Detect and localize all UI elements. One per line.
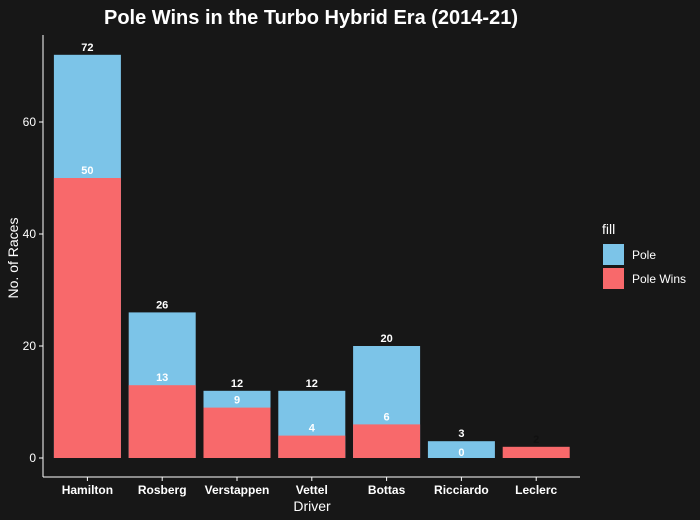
x-tick-label-vettel: Vettel bbox=[296, 483, 328, 497]
y-tick-label-40: 40 bbox=[23, 227, 37, 241]
legend-label-pole-wins: Pole Wins bbox=[632, 272, 686, 286]
data-label-pole-hamilton: 72 bbox=[81, 42, 93, 54]
chart-title: Pole Wins in the Turbo Hybrid Era (2014-… bbox=[104, 7, 518, 29]
data-label-pole-wins-bottas: 6 bbox=[384, 411, 390, 423]
data-label-pole-wins-rosberg: 13 bbox=[156, 372, 168, 384]
bar-pole-wins-rosberg bbox=[128, 385, 196, 458]
data-label-pole-wins-hamilton: 50 bbox=[81, 165, 93, 177]
x-tick-label-hamilton: Hamilton bbox=[62, 483, 113, 497]
x-tick-label-verstappen: Verstappen bbox=[205, 483, 270, 497]
x-tick-label-rosberg: Rosberg bbox=[138, 483, 187, 497]
x-tick-label-bottas: Bottas bbox=[368, 483, 406, 497]
x-tick-label-leclerc: Leclerc bbox=[515, 483, 557, 497]
data-label-pole-verstappen: 12 bbox=[231, 378, 243, 390]
x-ticks: Hamilton Rosberg Verstappen Vettel Bottas Ric… bbox=[62, 477, 558, 497]
bar-pole-wins-leclerc bbox=[502, 446, 570, 458]
legend-label-pole: Pole bbox=[632, 248, 656, 262]
data-label-pole-wins-leclerc: 2 bbox=[533, 434, 539, 446]
y-ticks: 0 20 40 60 bbox=[23, 115, 43, 465]
bars-layer: 72 50 26 13 12 9 12 4 20 6 3 0 2 bbox=[53, 42, 570, 459]
x-tick-label-ricciardo: Ricciardo bbox=[434, 483, 489, 497]
data-label-pole-bottas: 20 bbox=[380, 333, 392, 345]
legend-title: fill bbox=[602, 221, 615, 237]
bar-pole-wins-verstappen bbox=[203, 407, 271, 458]
bar-pole-wins-bottas bbox=[353, 424, 421, 458]
data-label-pole-ricciardo: 3 bbox=[458, 428, 464, 440]
y-axis-title: No. of Races bbox=[5, 218, 21, 299]
bar-pole-wins-hamilton bbox=[53, 178, 121, 458]
y-tick-label-20: 20 bbox=[23, 339, 37, 353]
data-label-pole-rosberg: 26 bbox=[156, 299, 168, 311]
data-label-pole-wins-vettel: 4 bbox=[309, 423, 316, 435]
bar-pole-ricciardo bbox=[427, 441, 495, 458]
legend-key-pole-wins bbox=[603, 268, 624, 289]
data-label-pole-vettel: 12 bbox=[306, 378, 318, 390]
y-tick-label-60: 60 bbox=[23, 115, 37, 129]
bar-pole-wins-vettel bbox=[278, 435, 346, 458]
legend: fill Pole Pole Wins bbox=[602, 221, 686, 289]
legend-key-pole bbox=[603, 244, 624, 265]
x-axis-title: Driver bbox=[293, 498, 331, 514]
y-tick-label-0: 0 bbox=[29, 451, 36, 465]
data-label-pole-wins-ricciardo: 0 bbox=[458, 447, 464, 459]
data-label-pole-wins-verstappen: 9 bbox=[234, 395, 240, 407]
